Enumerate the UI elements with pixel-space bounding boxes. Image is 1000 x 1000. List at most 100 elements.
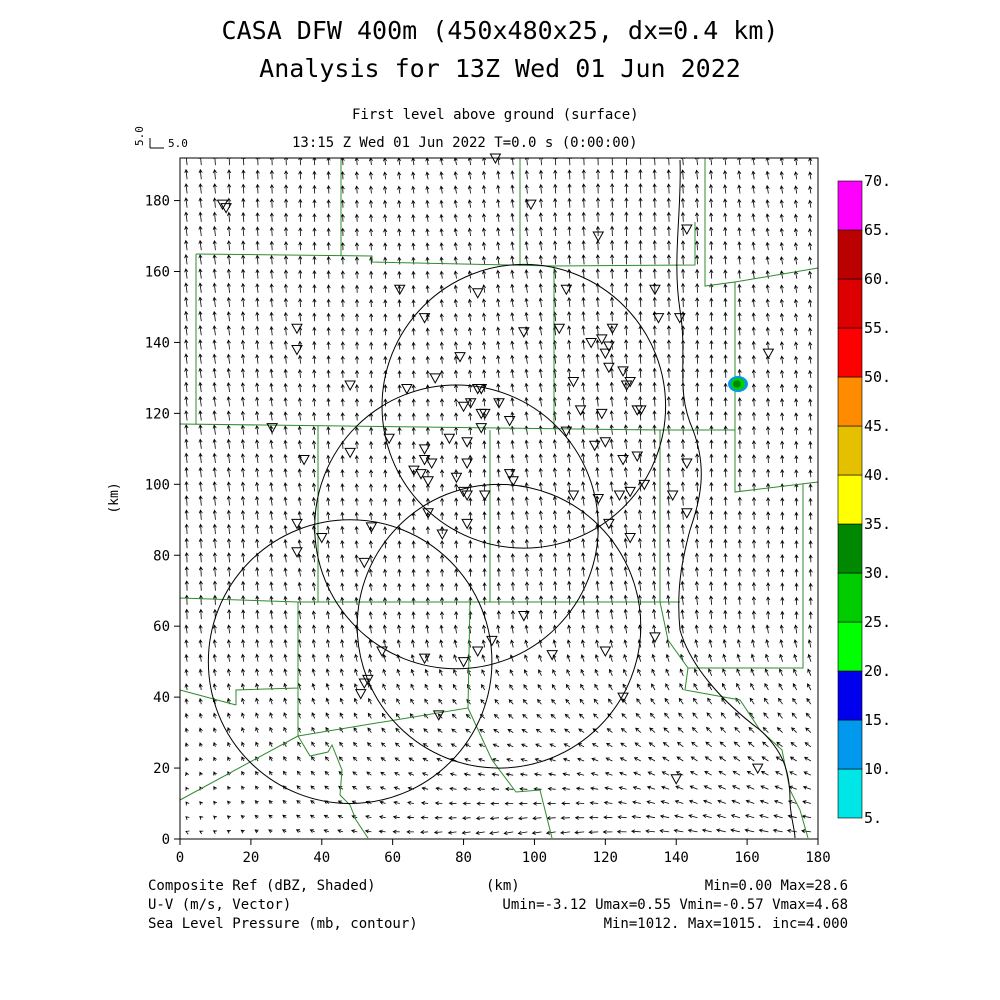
county-boundaries <box>179 158 819 839</box>
station-marker <box>624 486 636 498</box>
wind-vectors <box>184 158 813 835</box>
colorbar-segment <box>837 376 863 427</box>
station-marker <box>362 674 374 686</box>
y-tick-label: 100 <box>145 477 170 493</box>
figure-title-line1: CASA DFW 400m (450x480x25, dx=0.4 km) <box>221 16 779 45</box>
station-marker <box>613 490 626 501</box>
x-axis: 0 20 40 60 80 100 120 140 160 180 <box>176 839 831 866</box>
colorbar-segment <box>837 327 863 378</box>
y-tick-label: 60 <box>153 619 170 635</box>
vector-key-y-label: 5.0 <box>133 126 146 146</box>
station-marker <box>461 518 473 530</box>
station-marker <box>649 284 661 296</box>
station-marker <box>376 646 388 658</box>
footer-stats-reflectivity: Min=0.00 Max=28.6 <box>704 878 848 894</box>
station-marker <box>475 423 488 434</box>
station-marker <box>624 376 636 388</box>
station-marker <box>595 334 608 345</box>
vector-key-x-label: 5.0 <box>168 137 188 150</box>
station-marker <box>517 327 530 338</box>
x-tick-label: 20 <box>242 850 259 866</box>
colorbar-label: 50. <box>864 368 891 386</box>
station-marker <box>649 632 661 643</box>
station-marker <box>507 476 520 487</box>
pressure-contour-1012 <box>676 159 796 839</box>
station-marker <box>652 313 665 324</box>
station-marker <box>666 490 679 501</box>
station-marker <box>291 547 303 558</box>
figure-title-line2: Analysis for 13Z Wed 01 Jun 2022 <box>259 54 741 83</box>
station-marker <box>493 398 505 409</box>
time-subtitle: 13:15 Z Wed 01 Jun 2022 T=0.0 s (0:00:00… <box>292 135 638 151</box>
station-marker <box>670 774 683 785</box>
station-marker <box>358 557 371 569</box>
station-marker <box>457 486 470 498</box>
station-marker <box>457 401 470 413</box>
colorbar-segment <box>837 768 863 819</box>
station-marker <box>436 529 449 540</box>
station-marker <box>298 454 310 466</box>
station-marker <box>624 533 636 544</box>
vector-key: 5.0 5.0 <box>133 126 188 150</box>
station-marker <box>216 199 229 211</box>
colorbar-label: 20. <box>864 662 891 680</box>
y-axis-label: (km) <box>107 482 122 513</box>
station-marker <box>383 433 395 445</box>
station-marker <box>415 469 427 480</box>
station-marker <box>461 458 473 470</box>
station-marker <box>681 458 693 470</box>
station-marker <box>478 408 491 420</box>
station-marker <box>617 366 629 377</box>
station-marker <box>574 405 587 416</box>
station-marker <box>588 440 601 452</box>
colorbar-segment <box>837 278 863 329</box>
station-marker <box>546 650 559 661</box>
y-tick-label: 140 <box>145 335 170 351</box>
station-markers <box>216 153 775 785</box>
station-marker <box>681 508 693 519</box>
station-marker <box>603 362 615 374</box>
plot-frame <box>179 157 819 840</box>
y-tick-label: 20 <box>153 761 170 777</box>
y-axis: 0 20 40 60 80 100 120 140 160 180 <box>145 194 180 848</box>
x-tick-label: 60 <box>384 850 401 866</box>
station-marker <box>422 476 434 487</box>
station-marker <box>631 451 644 462</box>
colorbar-label: 10. <box>864 760 891 778</box>
station-marker <box>358 678 371 689</box>
station-marker <box>220 203 232 214</box>
station-marker <box>291 345 303 356</box>
station-marker <box>599 437 612 448</box>
x-tick-label: 0 <box>176 850 184 866</box>
station-marker <box>603 518 615 530</box>
wind-vector-field <box>184 158 813 835</box>
station-marker <box>457 657 470 668</box>
colorbar-label: 15. <box>864 711 891 729</box>
station-marker <box>620 380 633 392</box>
colorbar-label: 65. <box>864 221 891 239</box>
station-marker <box>354 689 367 700</box>
colorbar-segment <box>837 425 863 476</box>
station-marker <box>454 352 466 363</box>
footer-field-pressure: Sea Level Pressure (mb, contour) <box>148 916 418 932</box>
station-marker <box>443 433 456 445</box>
station-marker <box>592 231 605 243</box>
footer-stats-wind: Umin=-3.12 Umax=0.55 Vmin=-0.57 Vmax=4.6… <box>502 897 848 913</box>
station-marker <box>365 522 378 533</box>
station-marker <box>606 323 619 335</box>
radar-range-ring <box>207 519 493 805</box>
station-marker <box>638 479 651 491</box>
station-marker <box>461 437 473 448</box>
station-marker <box>418 653 431 665</box>
station-marker <box>553 323 566 335</box>
colorbar-label: 40. <box>864 466 891 484</box>
footer-stats-pressure: Min=1012. Max=1015. inc=4.000 <box>603 916 848 932</box>
y-tick-label: 0 <box>162 832 170 848</box>
colorbar-segment <box>837 670 863 721</box>
station-marker <box>567 490 580 501</box>
x-tick-label: 100 <box>522 850 547 866</box>
y-tick-label: 80 <box>153 548 170 564</box>
x-tick-label: 120 <box>593 850 618 866</box>
station-marker <box>422 508 434 519</box>
colorbar-label: 30. <box>864 564 891 582</box>
